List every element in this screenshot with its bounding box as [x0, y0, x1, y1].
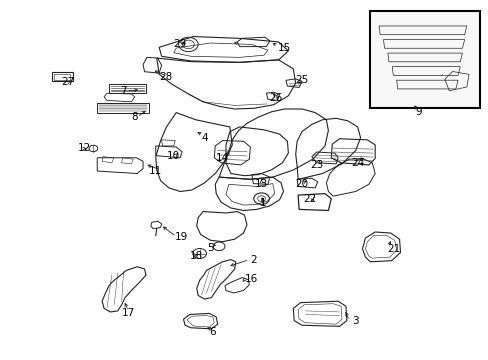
Text: 23: 23	[309, 160, 323, 170]
Text: 19: 19	[175, 232, 188, 242]
Text: 25: 25	[295, 75, 308, 85]
Text: 17: 17	[122, 309, 135, 318]
Text: 7: 7	[120, 86, 126, 96]
Text: 21: 21	[386, 244, 399, 254]
Text: 13: 13	[254, 179, 267, 189]
Text: 3: 3	[351, 316, 358, 325]
Text: 10: 10	[167, 150, 180, 161]
Text: 28: 28	[159, 72, 172, 82]
Text: 22: 22	[303, 194, 316, 204]
Text: 16: 16	[244, 274, 257, 284]
Text: 1: 1	[259, 198, 266, 208]
Text: 4: 4	[201, 133, 207, 143]
Text: 26: 26	[269, 93, 282, 103]
Text: 29: 29	[173, 40, 186, 49]
Text: 24: 24	[350, 158, 363, 168]
Text: 18: 18	[189, 251, 203, 261]
Text: 2: 2	[249, 255, 256, 265]
Text: 14: 14	[215, 153, 228, 163]
Text: 20: 20	[295, 179, 308, 189]
Text: 12: 12	[78, 143, 91, 153]
Text: 6: 6	[209, 327, 216, 337]
Text: 5: 5	[206, 243, 213, 253]
Text: 11: 11	[148, 166, 161, 176]
Text: 8: 8	[131, 112, 138, 122]
Bar	[369, 12, 479, 108]
Text: 9: 9	[414, 107, 421, 117]
Text: 27: 27	[61, 77, 75, 87]
Text: 15: 15	[277, 43, 290, 53]
